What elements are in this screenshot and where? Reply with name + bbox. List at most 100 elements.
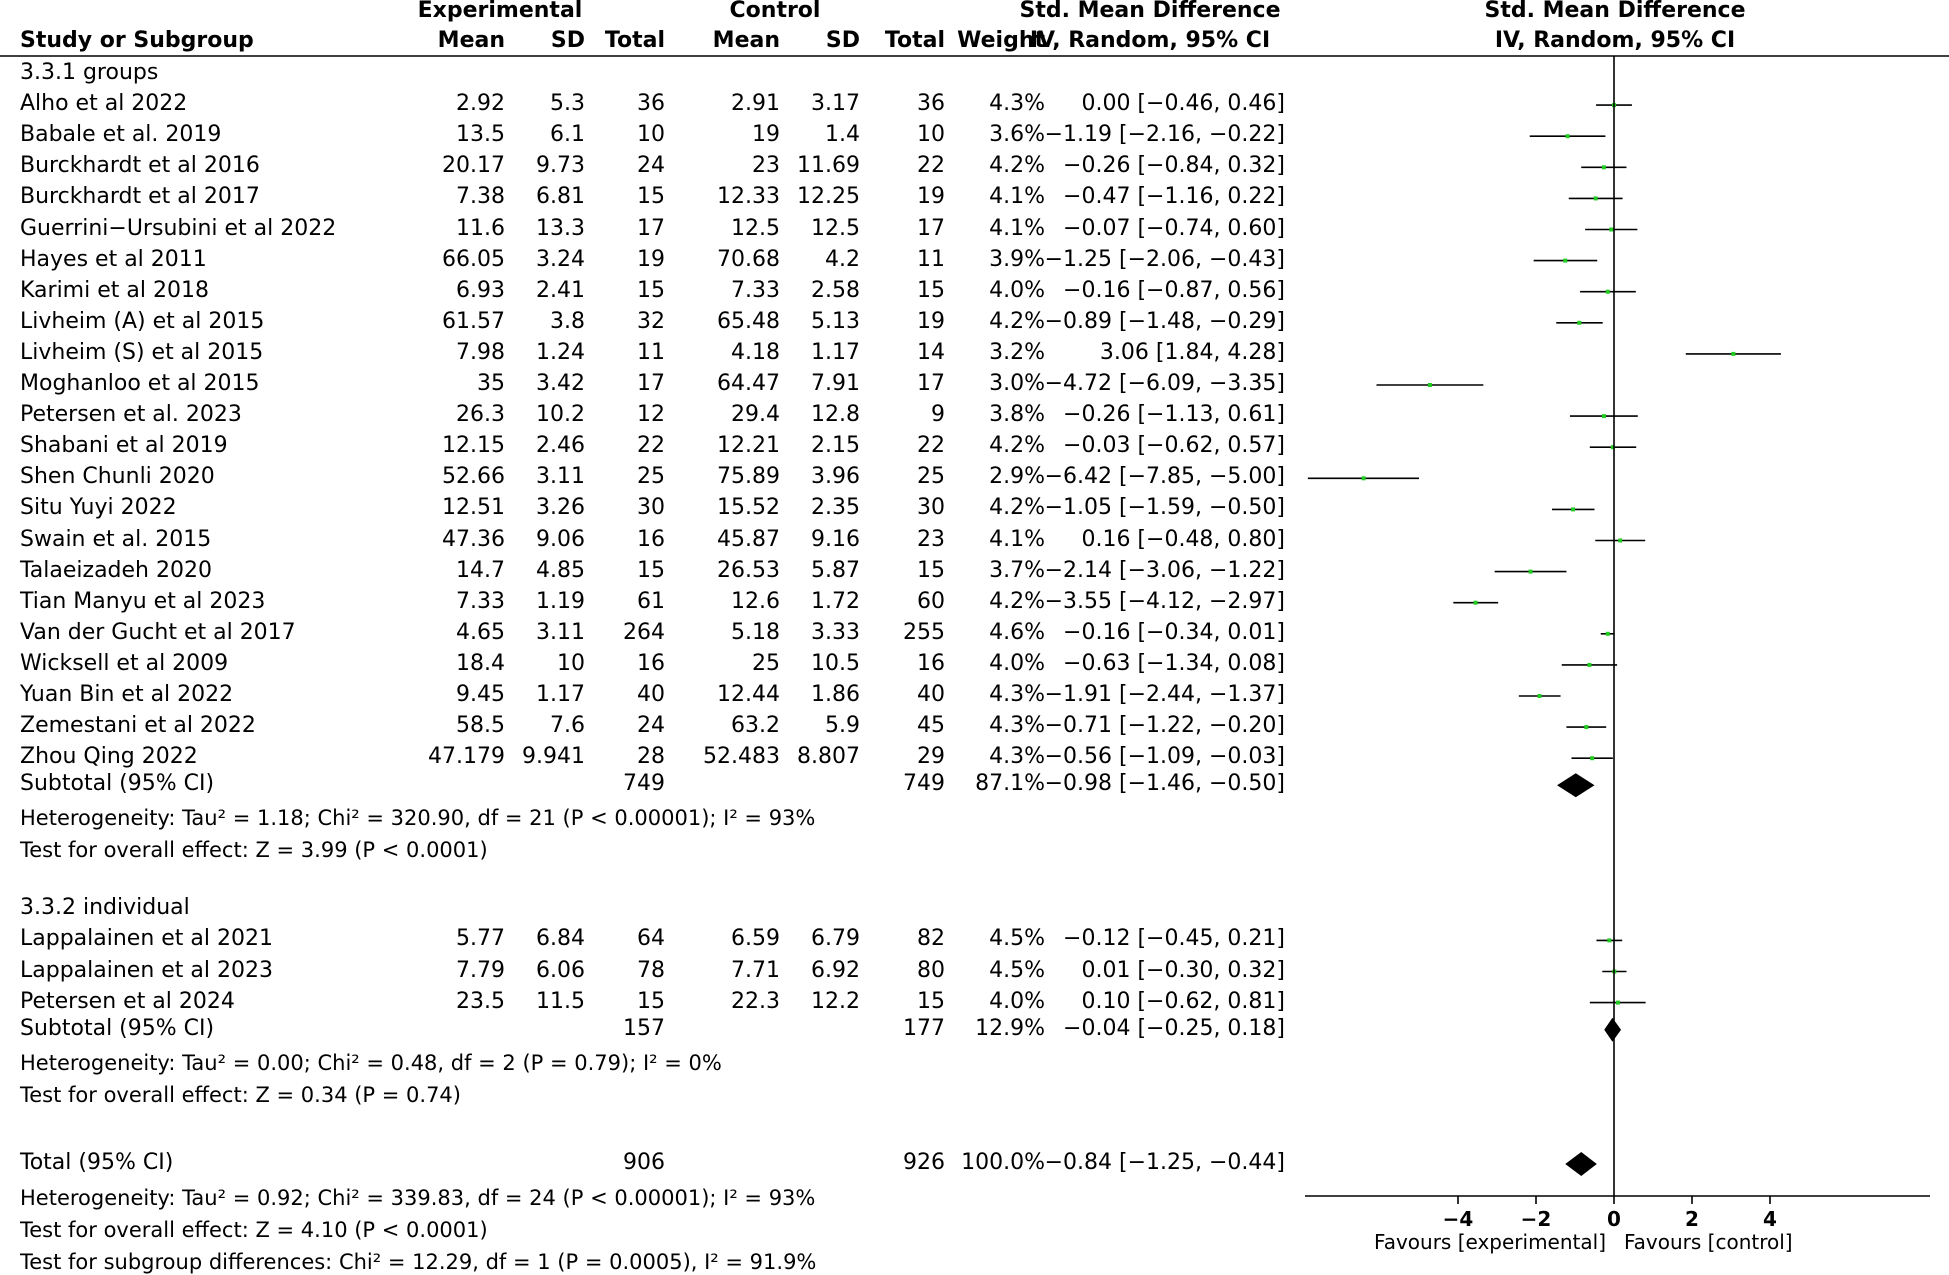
cell-c-total: 14	[917, 339, 945, 365]
cell-c-mean: 19	[752, 122, 780, 148]
subtotal-c-total: 177	[903, 1015, 945, 1041]
cell-weight: 4.0%	[989, 650, 1045, 676]
subgroup-differences: Test for subgroup differences: Chi² = 12…	[20, 1250, 817, 1274]
cell-e-total: 24	[637, 713, 665, 739]
heterogeneity-stat: Heterogeneity: Tau² = 0.00; Chi² = 0.48,…	[20, 1050, 722, 1075]
cell-weight: 3.0%	[989, 371, 1045, 396]
header-c-total: Total	[884, 28, 945, 53]
cell-e-sd: 7.6	[550, 713, 585, 739]
cell-c-total: 45	[917, 713, 945, 739]
study-name: Swain et al. 2015	[20, 526, 212, 552]
cell-c-sd: 1.72	[811, 588, 860, 614]
subtotal-weight: 12.9%	[975, 1015, 1045, 1041]
cell-e-mean: 14.7	[456, 557, 505, 583]
header-control: Control	[729, 0, 821, 23]
cell-weight: 4.3%	[989, 682, 1045, 707]
study-name: Alho et al 2022	[20, 91, 188, 117]
cell-e-sd: 4.85	[536, 557, 585, 583]
study-name: Karimi et al 2018	[20, 277, 209, 303]
cell-e-mean: 52.66	[442, 464, 505, 490]
cell-c-mean: 12.33	[717, 184, 780, 210]
cell-c-mean: 52.483	[703, 744, 780, 770]
cell-e-total: 32	[637, 308, 665, 334]
cell-e-sd: 5.3	[550, 91, 585, 117]
cell-ci: −0.26 [−1.13, 0.61]	[1063, 402, 1285, 428]
point-estimate	[1584, 725, 1589, 730]
cell-ci: −0.89 [−1.48, −0.29]	[1044, 308, 1285, 334]
cell-e-mean: 11.6	[456, 215, 505, 241]
cell-ci: −0.16 [−0.87, 0.56]	[1063, 277, 1285, 303]
header-smd: Std. Mean Difference	[1019, 0, 1281, 23]
cell-ci: −0.63 [−1.34, 0.08]	[1063, 650, 1285, 676]
cell-e-sd: 2.41	[536, 277, 585, 303]
cell-ci: −0.12 [−0.45, 0.21]	[1063, 926, 1285, 952]
favours-control-label: Favours [control]	[1624, 1230, 1793, 1254]
cell-c-sd: 5.9	[825, 713, 860, 739]
cell-e-sd: 1.17	[536, 682, 585, 707]
cell-c-mean: 65.48	[717, 308, 780, 334]
point-estimate	[1577, 320, 1582, 325]
cell-ci: 0.00 [−0.46, 0.46]	[1081, 91, 1285, 117]
cell-c-total: 82	[917, 926, 945, 952]
cell-c-sd: 1.17	[811, 339, 860, 365]
point-estimate	[1605, 289, 1610, 294]
cell-c-total: 19	[917, 308, 945, 334]
cell-weight: 4.1%	[989, 526, 1045, 552]
cell-ci: −2.14 [−3.06, −1.22]	[1044, 557, 1285, 583]
point-estimate	[1565, 134, 1570, 139]
cell-e-mean: 26.3	[456, 402, 505, 428]
cell-c-mean: 75.89	[717, 464, 780, 490]
cell-e-total: 17	[637, 371, 665, 396]
header-study: Study or Subgroup	[20, 28, 254, 53]
cell-c-total: 80	[917, 957, 945, 983]
point-estimate	[1590, 756, 1595, 761]
cell-ci: −0.56 [−1.09, −0.03]	[1044, 744, 1285, 770]
pooled-diamond	[1565, 1152, 1597, 1176]
study-name: Shabani et al 2019	[20, 433, 228, 459]
cell-c-total: 29	[917, 744, 945, 770]
point-estimate	[1563, 258, 1568, 263]
point-estimate	[1731, 351, 1736, 356]
cell-e-sd: 2.46	[536, 433, 585, 459]
cell-e-total: 15	[637, 988, 665, 1014]
study-name: Lappalainen et al 2021	[20, 926, 273, 952]
cell-weight: 3.9%	[989, 246, 1045, 272]
header-e-mean: Mean	[437, 28, 505, 53]
cell-c-sd: 2.15	[811, 433, 860, 459]
cell-e-total: 11	[637, 339, 665, 365]
cell-e-sd: 6.81	[536, 184, 585, 210]
subtotal-label: Subtotal (95% CI)	[20, 1015, 215, 1041]
cell-e-mean: 35	[477, 371, 505, 396]
cell-e-sd: 3.11	[536, 464, 585, 490]
cell-c-total: 15	[917, 277, 945, 303]
point-estimate	[1607, 938, 1612, 943]
subgroup-title: 3.3.2 individual	[20, 895, 190, 921]
cell-c-sd: 1.86	[811, 682, 860, 707]
study-name: Zhou Qing 2022	[20, 744, 198, 770]
total-label: Total (95% CI)	[20, 1150, 174, 1175]
header-experimental: Experimental	[417, 0, 583, 23]
cell-e-mean: 6.93	[456, 277, 505, 303]
cell-e-mean: 58.5	[456, 713, 505, 739]
point-estimate	[1593, 196, 1598, 201]
cell-weight: 4.2%	[989, 588, 1045, 614]
cell-e-total: 40	[637, 682, 665, 707]
cell-c-mean: 15.52	[717, 495, 780, 521]
cell-c-total: 15	[917, 988, 945, 1014]
cell-c-total: 30	[917, 495, 945, 521]
cell-c-mean: 7.71	[731, 957, 780, 983]
cell-e-total: 61	[637, 588, 665, 614]
header-smd-plot: Std. Mean Difference	[1484, 0, 1746, 23]
cell-ci: −3.55 [−4.12, −2.97]	[1044, 588, 1285, 614]
pooled-diamond	[1557, 773, 1595, 798]
x-tick-label: −2	[1521, 1207, 1552, 1231]
cell-weight: 4.2%	[989, 308, 1045, 334]
cell-e-mean: 12.15	[442, 433, 505, 459]
study-name: Petersen et al 2024	[20, 988, 235, 1014]
cell-weight: 4.5%	[989, 957, 1045, 983]
cell-c-mean: 2.91	[731, 91, 780, 117]
point-estimate	[1473, 600, 1478, 605]
cell-e-total: 264	[623, 619, 665, 645]
study-name: Zemestani et al 2022	[20, 713, 256, 739]
cell-ci: −1.05 [−1.59, −0.50]	[1044, 495, 1285, 521]
